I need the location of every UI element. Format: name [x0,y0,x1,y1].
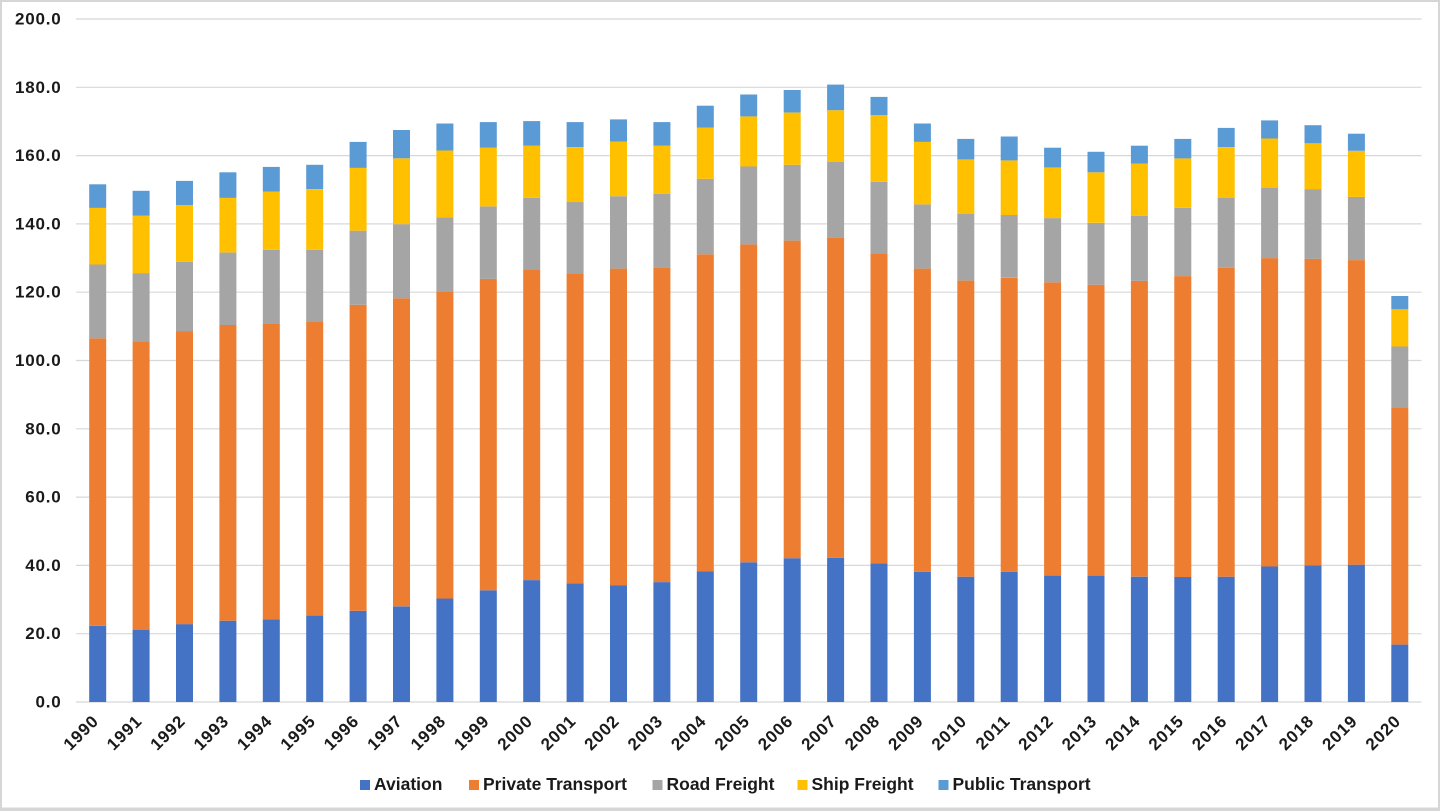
svg-text:100.0: 100.0 [15,351,62,370]
svg-text:20.0: 20.0 [25,624,61,643]
svg-text:40.0: 40.0 [25,556,61,575]
svg-text:200.0: 200.0 [15,10,62,29]
svg-text:Private Transport: Private Transport [483,774,627,794]
svg-text:Aviation: Aviation [374,774,442,794]
svg-text:80.0: 80.0 [25,419,61,438]
svg-text:Road Freight: Road Freight [667,774,775,794]
svg-text:60.0: 60.0 [25,488,61,507]
svg-text:120.0: 120.0 [15,283,62,302]
svg-text:180.0: 180.0 [15,78,62,97]
svg-text:0.0: 0.0 [35,693,61,712]
svg-text:Ship Freight: Ship Freight [812,774,914,794]
svg-text:140.0: 140.0 [15,214,62,233]
svg-text:Public Transport: Public Transport [953,774,1091,794]
svg-text:160.0: 160.0 [15,146,62,165]
